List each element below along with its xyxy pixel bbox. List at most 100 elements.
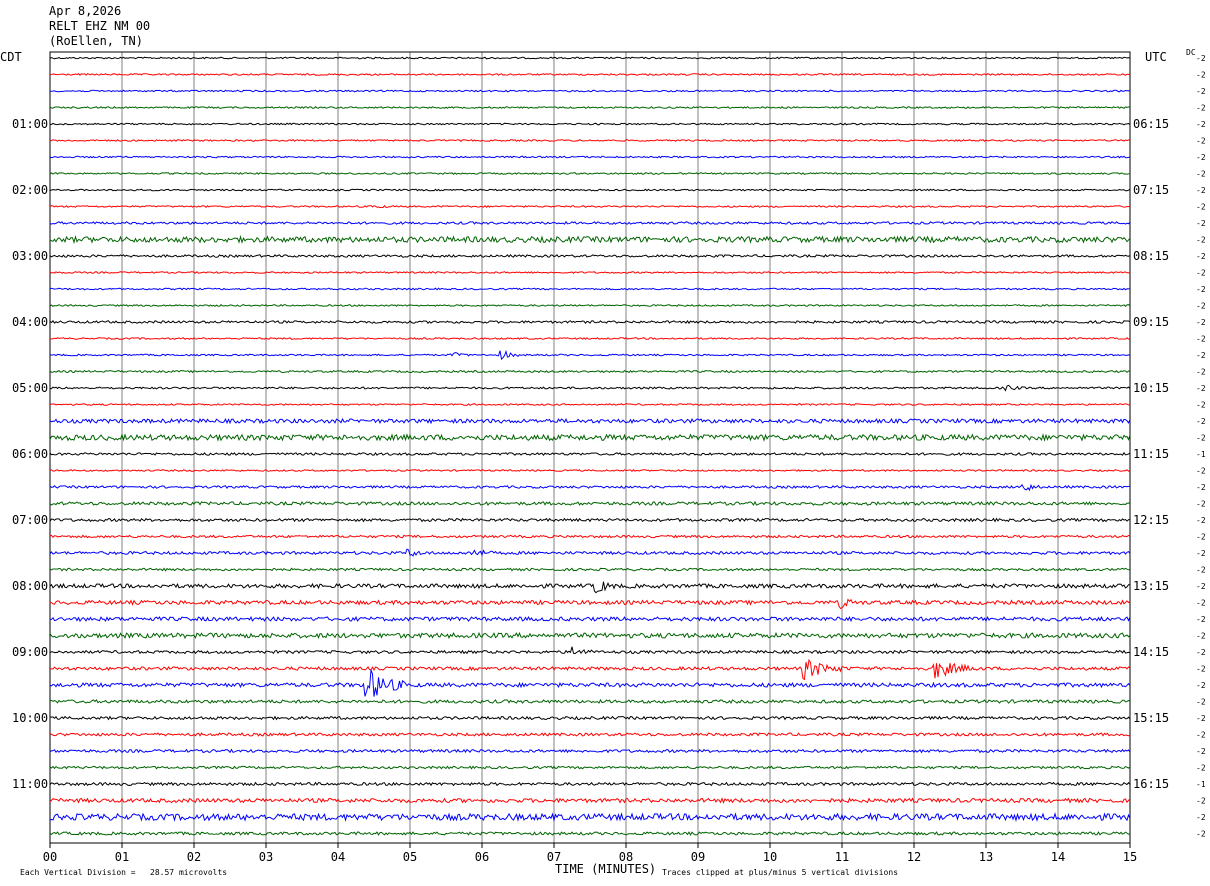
dc-offset-label: -2 (1196, 764, 1206, 773)
right-time-label: 12:15 (1133, 513, 1169, 527)
trace-row-5 (49, 139, 1131, 142)
dc-offset-label: -2 (1196, 186, 1206, 195)
dc-offset-label: -2 (1196, 104, 1206, 113)
dc-offset-label: -2 (1196, 549, 1206, 558)
right-time-label: 09:15 (1133, 315, 1169, 329)
left-time-label: 03:00 (12, 249, 48, 263)
left-time-label: 08:00 (12, 579, 48, 593)
dc-offset-label: -2 (1196, 698, 1206, 707)
dc-offset-label: -2 (1196, 87, 1206, 96)
right-timezone-label: UTC (1145, 50, 1167, 64)
left-time-label: 02:00 (12, 183, 48, 197)
trace-row-28 (49, 517, 1131, 523)
trace-row-21 (49, 403, 1131, 406)
x-tick-label: 02 (187, 850, 201, 864)
trace-row-27 (49, 500, 1131, 506)
trace-row-11 (49, 234, 1131, 245)
dc-label: DC (1186, 48, 1196, 57)
x-tick-label: 12 (907, 850, 921, 864)
trace-row-19 (49, 369, 1131, 374)
dc-offset-label: -2 (1196, 203, 1206, 212)
dc-offset-label: -2 (1196, 335, 1206, 344)
trace-row-29 (49, 534, 1131, 539)
trace-row-6 (49, 155, 1131, 159)
dc-offset-label: -2 (1196, 582, 1206, 591)
dc-offset-label: -2 (1196, 500, 1206, 509)
trace-row-8 (49, 188, 1131, 192)
dc-offset-label: -2 (1196, 153, 1206, 162)
right-time-label: 11:15 (1133, 447, 1169, 461)
dc-offset-label: -2 (1196, 681, 1206, 690)
station-code: RELT EHZ NM 00 (49, 19, 151, 33)
left-time-label: 11:00 (12, 777, 48, 791)
x-tick-label: 10 (763, 850, 777, 864)
right-time-label: 14:15 (1133, 645, 1169, 659)
x-tick-label: 05 (403, 850, 417, 864)
trace-row-32 (49, 581, 1131, 594)
dc-offset-label: -2 (1196, 731, 1206, 740)
trace-row-7 (49, 172, 1131, 175)
trace-row-1 (49, 73, 1131, 76)
dc-offset-label: -2 (1196, 516, 1206, 525)
plot-date: Apr 8,2026 (49, 4, 122, 18)
dc-offset-label: -2 (1196, 252, 1206, 261)
trace-row-17 (49, 337, 1131, 340)
left-time-label: 07:00 (12, 513, 48, 527)
clip-note: Traces clipped at plus/minus 5 vertical … (662, 868, 899, 877)
dc-offset-label: -2 (1196, 368, 1206, 377)
dc-offset-label: -2 (1196, 747, 1206, 756)
trace-row-39 (49, 698, 1131, 704)
dc-offset-label: -2 (1196, 285, 1206, 294)
dc-offset-label: -2 (1196, 615, 1206, 624)
dc-offset-label: -2 (1196, 434, 1206, 443)
dc-offset-label: -2 (1196, 417, 1206, 426)
x-tick-label: 04 (331, 850, 345, 864)
trace-row-46 (49, 812, 1131, 822)
left-time-label: 10:00 (12, 711, 48, 725)
right-time-label: 07:15 (1133, 183, 1169, 197)
trace-row-47 (49, 831, 1131, 836)
left-time-label: 09:00 (12, 645, 48, 659)
trace-row-30 (49, 548, 1131, 557)
right-time-label: 06:15 (1133, 117, 1169, 131)
right-time-label: 08:15 (1133, 249, 1169, 263)
dc-offset-label: -2 (1196, 566, 1206, 575)
x-tick-label: 00 (43, 850, 57, 864)
dc-offset-label: -1 (1196, 780, 1206, 789)
dc-offset-label: -2 (1196, 384, 1206, 393)
dc-offset-label: -2 (1196, 236, 1206, 245)
x-tick-label: 03 (259, 850, 273, 864)
x-tick-label: 11 (835, 850, 849, 864)
dc-offset-label: -2 (1196, 813, 1206, 822)
dc-offset-label: -2 (1196, 648, 1206, 657)
left-time-label: 04:00 (12, 315, 48, 329)
right-time-label: 10:15 (1133, 381, 1169, 395)
trace-row-34 (49, 615, 1131, 623)
dc-offset-label: -2 (1196, 351, 1206, 360)
trace-row-4 (49, 122, 1131, 126)
trace-row-18 (49, 349, 1131, 361)
right-time-label: 13:15 (1133, 579, 1169, 593)
trace-row-36 (49, 646, 1131, 655)
x-tick-label: 15 (1123, 850, 1137, 864)
dc-offset-label: -2 (1196, 665, 1206, 674)
trace-row-26 (49, 483, 1131, 492)
x-tick-label: 06 (475, 850, 489, 864)
x-tick-label: 01 (115, 850, 129, 864)
x-tick-label: 09 (691, 850, 705, 864)
trace-row-38 (49, 669, 1131, 697)
trace-row-3 (49, 106, 1131, 109)
dc-offset-label: -2 (1196, 71, 1206, 80)
trace-row-15 (49, 304, 1131, 307)
trace-row-37 (49, 658, 1131, 681)
trace-row-10 (49, 220, 1131, 225)
trace-row-44 (49, 781, 1131, 787)
trace-row-31 (49, 567, 1131, 572)
trace-row-20 (49, 384, 1131, 392)
trace-row-42 (49, 748, 1131, 754)
right-time-label: 16:15 (1133, 777, 1169, 791)
x-axis-label: TIME (MINUTES) (555, 862, 657, 876)
trace-row-16 (49, 319, 1131, 325)
right-time-label: 15:15 (1133, 711, 1169, 725)
